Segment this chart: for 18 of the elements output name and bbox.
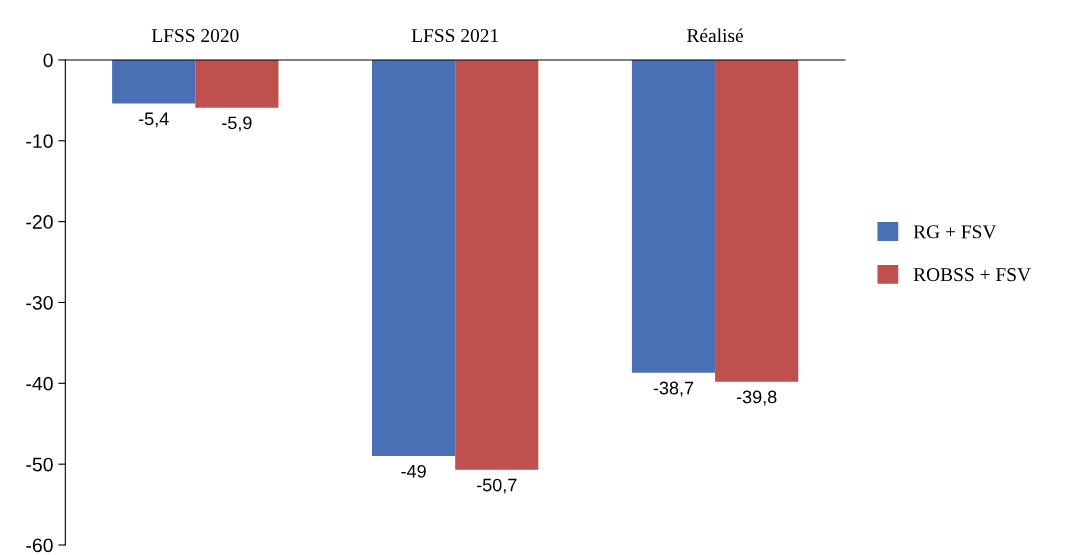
legend-label: ROBSS + FSV — [913, 268, 1031, 282]
data-label: -5,9 — [222, 116, 252, 132]
data-label: -5,4 — [138, 112, 169, 128]
x-tick-label: LFSS 2020 — [151, 28, 239, 43]
y-tick-label: -20 — [26, 215, 53, 229]
data-label: -39,8 — [736, 390, 777, 406]
data-label: -49 — [401, 464, 426, 478]
y-tick-label: -40 — [26, 376, 53, 391]
y-tick-label: -50 — [26, 457, 53, 472]
x-tick-label: Réalisé — [687, 28, 744, 43]
y-tick-label: -10 — [26, 134, 53, 149]
data-label: -50,7 — [476, 478, 517, 494]
legend-label: RG + FSV — [913, 225, 997, 239]
y-tick-label: 0 — [43, 53, 53, 68]
y-tick-label: -30 — [26, 295, 53, 310]
x-tick-label: LFSS 2021 — [411, 28, 499, 43]
data-label: -38,7 — [653, 381, 694, 397]
y-tick-label: -60 — [26, 538, 53, 553]
